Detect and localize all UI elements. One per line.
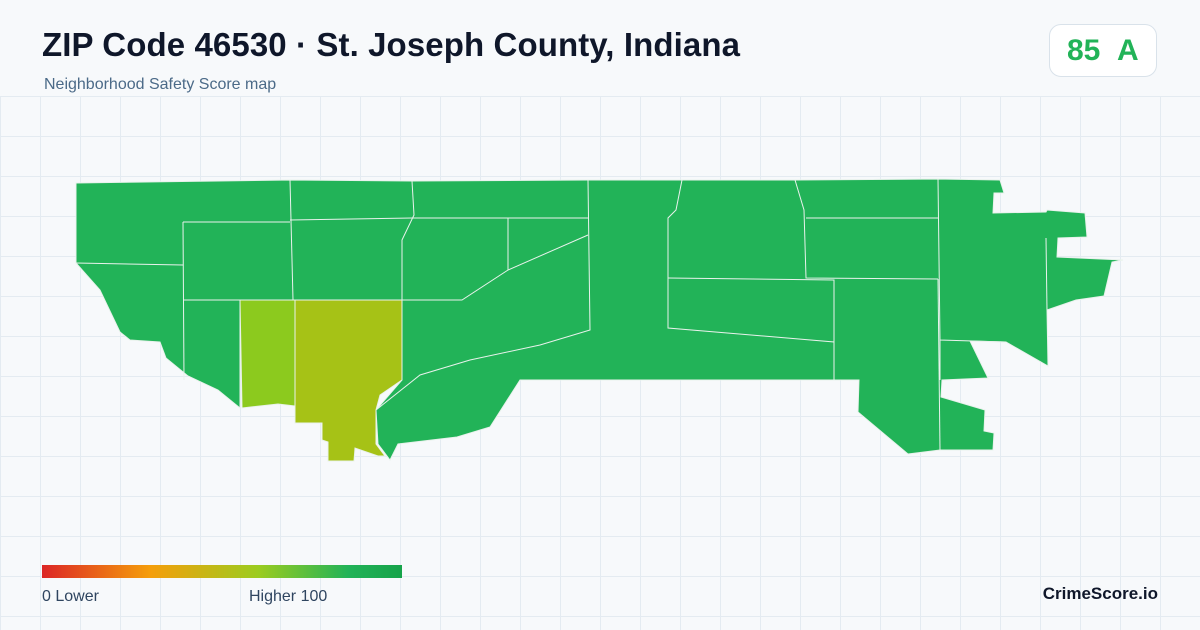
legend-color-scale (42, 565, 402, 578)
map-region[interactable] (75, 178, 1124, 461)
page-header: ZIP Code 46530 · St. Joseph County, Indi… (0, 0, 1200, 96)
legend-low-label: 0 Lower (42, 588, 99, 605)
safety-score-value: 85 (1067, 34, 1101, 67)
legend-high-label: Higher 100 (249, 588, 328, 605)
brand-logo-text: CrimeScore.io (1042, 584, 1158, 603)
page-title: ZIP Code 46530 · St. Joseph County, Indi… (42, 26, 741, 63)
page-subtitle: Neighborhood Safety Score map (44, 76, 277, 93)
safety-score-badge: 85 A (1049, 24, 1157, 77)
safety-score-grade: A (1117, 34, 1139, 67)
map-region-mid-central[interactable] (294, 299, 403, 462)
map-region-mid-west[interactable] (239, 299, 296, 409)
